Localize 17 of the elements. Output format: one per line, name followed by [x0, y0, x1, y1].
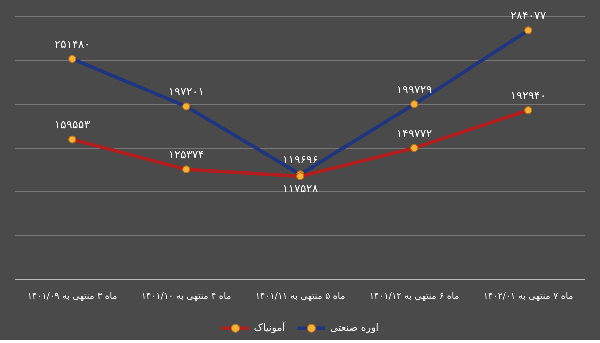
data-label: ۲۸۴۰۷۷	[510, 10, 546, 23]
x-tick-label: ماه ۷ منتهی به ۱۴۰۲/۰۱	[484, 292, 574, 302]
legend-label: آمونیاک	[254, 322, 286, 334]
data-label: ۱۱۹۶۹۶	[282, 154, 318, 167]
data-label: ۱۹۲۹۴۰	[510, 89, 546, 102]
data-label: ۱۵۹۵۵۳	[54, 118, 90, 132]
data-label: ۱۴۹۷۷۲	[396, 127, 432, 140]
x-tick-label: ماه ۴ منتهی به ۱۴۰۱/۱۰	[142, 292, 232, 302]
legend-label: اوره صنعتی	[330, 322, 379, 334]
x-tick-label: ماه ۶ منتهی به ۱۴۰۱/۱۲	[370, 292, 460, 302]
data-label: ۱۲۵۳۷۴	[168, 148, 204, 162]
data-label: ۱۹۹۷۲۹	[396, 84, 432, 96]
x-tick-label: ماه ۵ منتهی به ۱۴۰۱/۱۱	[256, 292, 346, 302]
data-label: ۲۵۱۴۸۰	[54, 38, 90, 52]
x-tick-label: ماه ۳ منتهی به ۱۴۰۱/۰۹	[28, 292, 118, 302]
data-label: ۱۱۷۵۲۸	[282, 182, 318, 196]
data-label: ۱۹۷۲۰۱	[168, 86, 204, 99]
